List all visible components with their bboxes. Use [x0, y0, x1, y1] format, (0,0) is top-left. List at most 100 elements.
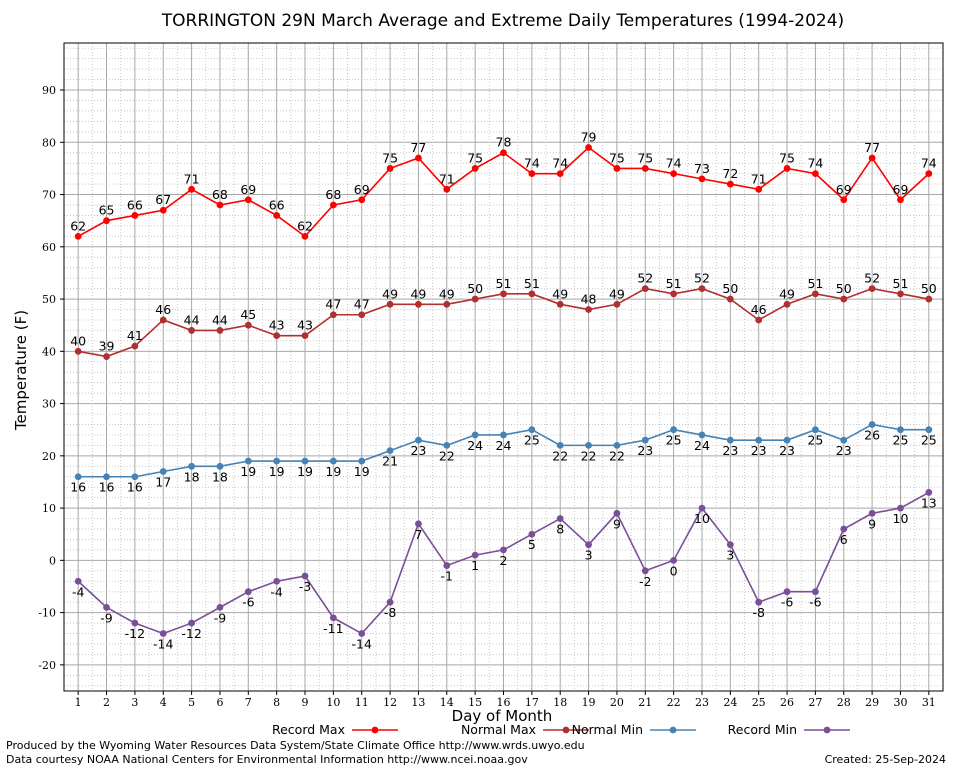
- record-max-point: [329, 201, 337, 209]
- normal-max-point: [585, 306, 592, 313]
- record-max-point: [273, 212, 281, 219]
- normal-min-data-label: 22: [439, 448, 455, 463]
- normal-min-point: [159, 468, 167, 475]
- normal-min-point: [528, 426, 536, 434]
- x-tick-label: 10: [326, 696, 340, 709]
- normal-min-point: [925, 426, 933, 434]
- normal-max-point: [556, 300, 564, 308]
- record-min-data-label: -9: [100, 610, 113, 625]
- normal-max-point: [528, 290, 536, 298]
- normal-min-data-label: 25: [807, 433, 823, 448]
- record-max-point: [755, 185, 763, 193]
- record-min-data-label: 8: [556, 522, 564, 537]
- normal-min-point: [812, 426, 819, 434]
- record-min-point: [868, 509, 876, 517]
- normal-max-data-label: 52: [637, 271, 653, 286]
- normal-min-data-label: 24: [467, 438, 483, 453]
- record-max-data-label: 75: [467, 150, 483, 165]
- record-max-data-label: 73: [694, 161, 710, 176]
- normal-max-point: [74, 347, 82, 355]
- normal-max-data-label: 49: [410, 286, 426, 301]
- normal-max-point: [244, 321, 252, 329]
- normal-min-data-label: 26: [864, 427, 880, 442]
- record-min-data-label: 3: [585, 548, 593, 563]
- normal-max-point: [443, 300, 451, 308]
- normal-max-point: [783, 300, 791, 308]
- normal-min-point: [471, 431, 479, 439]
- record-max-point: [188, 185, 195, 193]
- x-tick-label: 11: [355, 696, 369, 709]
- normal-max-data-label: 48: [581, 292, 597, 307]
- x-tick-label: 19: [582, 696, 596, 709]
- normal-min-data-label: 23: [410, 443, 426, 458]
- record-min-point: [386, 598, 394, 606]
- record-max-point: [613, 165, 621, 172]
- normal-max-data-label: 43: [269, 318, 285, 333]
- normal-max-point: [301, 332, 309, 340]
- normal-max-data-label: 47: [325, 297, 341, 312]
- legend-label-record-min: Record Min: [728, 722, 797, 737]
- normal-min-data-label: 19: [297, 464, 313, 479]
- x-tick-label: 17: [525, 696, 539, 709]
- normal-max-series: 40 39 41 46 44 44 45 43 43 47 47 49 49 49 50 51 51 49 48 49…: [70, 271, 937, 360]
- record-min-point: [812, 588, 819, 596]
- legend-label-record-max: Record Max: [272, 722, 345, 737]
- normal-max-data-label: 45: [240, 307, 256, 322]
- x-tick-label: 22: [667, 696, 681, 709]
- normal-min-point: [216, 462, 224, 470]
- record-min-point: [585, 541, 592, 549]
- x-tick-label: 24: [723, 696, 737, 709]
- normal-max-point: [840, 295, 848, 303]
- normal-max-data-label: 51: [496, 276, 512, 291]
- normal-min-point: [329, 457, 337, 465]
- normal-max-point: [698, 285, 706, 293]
- normal-max-data-label: 46: [155, 302, 171, 317]
- normal-max-data-label: 51: [807, 276, 823, 291]
- record-max-point: [471, 165, 479, 172]
- normal-max-point: [925, 295, 933, 303]
- record-min-point: [358, 630, 366, 637]
- x-tick-label: 6: [216, 696, 223, 709]
- normal-min-data-label: 16: [127, 480, 143, 495]
- legend-marker-record-min: [823, 726, 831, 734]
- record-min-point: [131, 619, 139, 627]
- normal-min-point: [301, 457, 309, 465]
- record-min-data-label: -6: [809, 595, 822, 610]
- record-min-point: [301, 572, 309, 580]
- legend-label-normal-min: Normal Min: [572, 722, 643, 737]
- y-tick-label: 20: [42, 450, 56, 463]
- legend-marker-normal-max: [562, 726, 570, 734]
- record-max-data-label: 69: [893, 182, 909, 197]
- y-tick-label: 40: [42, 345, 56, 358]
- x-tick-label: 16: [497, 696, 511, 709]
- record-max-data-label: 79: [581, 130, 597, 145]
- normal-min-point: [131, 473, 139, 481]
- record-max-point: [840, 196, 848, 204]
- normal-max-data-label: 46: [751, 302, 767, 317]
- x-tick-label: 12: [383, 696, 397, 709]
- record-min-data-label: -11: [323, 621, 343, 636]
- y-axis-label: Temperature (F): [12, 310, 30, 431]
- record-min-point: [698, 504, 706, 512]
- normal-max-data-label: 44: [184, 312, 200, 327]
- record-max-data-label: 74: [552, 156, 568, 171]
- footer-created-date: Created: 25-Sep-2024: [824, 753, 946, 766]
- normal-max-point: [216, 327, 224, 334]
- normal-max-data-label: 49: [779, 286, 795, 301]
- record-max-point: [386, 165, 394, 172]
- record-max-point: [244, 196, 252, 204]
- legend-label-normal-max: Normal Max: [461, 722, 536, 737]
- x-tick-label: 29: [865, 696, 879, 709]
- record-max-point: [216, 201, 224, 209]
- normal-min-data-label: 19: [240, 464, 256, 479]
- normal-max-data-label: 44: [212, 312, 228, 327]
- record-min-point: [415, 520, 422, 528]
- normal-min-point: [868, 421, 876, 428]
- record-min-data-label: -6: [242, 595, 255, 610]
- normal-max-point: [755, 316, 763, 324]
- x-tick-label: 9: [302, 696, 309, 709]
- record-min-data-label: -8: [384, 605, 397, 620]
- y-tick-label: 90: [42, 84, 56, 97]
- normal-max-data-label: 49: [609, 286, 625, 301]
- record-min-point: [443, 562, 451, 569]
